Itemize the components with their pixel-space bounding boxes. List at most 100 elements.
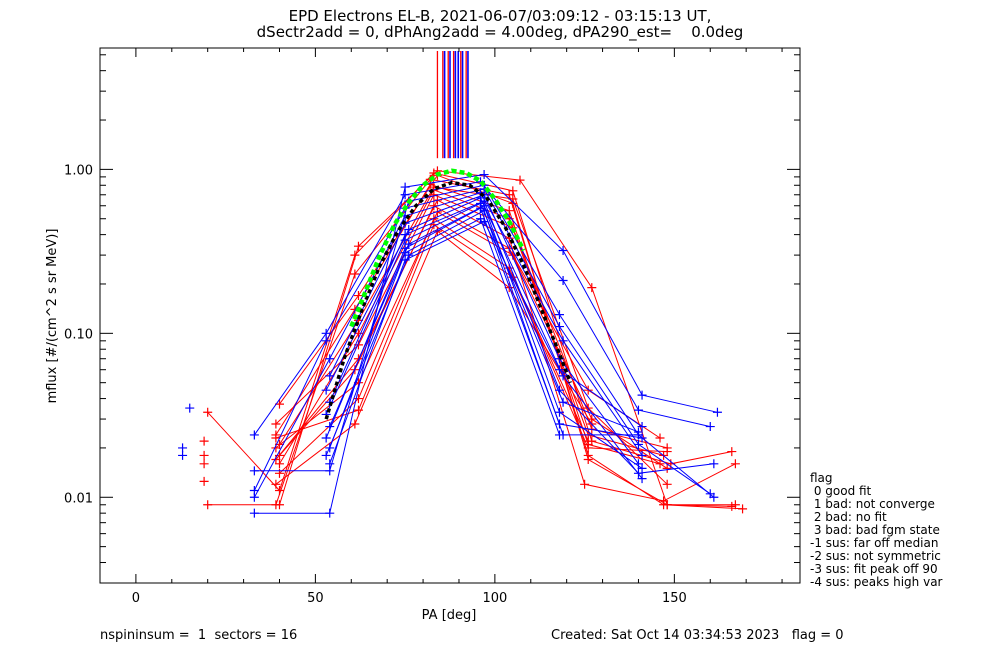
- data-point-marker: [554, 430, 564, 440]
- series-line-red-13: [279, 186, 668, 485]
- x-tick-label: 50: [307, 591, 324, 606]
- data-point-marker: [249, 492, 259, 502]
- median-curve: [324, 180, 572, 420]
- data-point-marker: [705, 422, 715, 432]
- data-point-marker: [271, 419, 281, 429]
- y-tick-label: 0.10: [64, 327, 93, 342]
- data-point-marker: [738, 504, 748, 514]
- data-point-marker: [637, 463, 647, 473]
- data-point-marker: [271, 433, 281, 443]
- data-point-marker: [274, 450, 284, 460]
- data-point-marker: [659, 496, 669, 506]
- data-point-marker: [633, 439, 643, 449]
- series-line-blue-24: [325, 207, 643, 439]
- data-point-marker: [515, 175, 525, 185]
- data-point-marker: [558, 246, 568, 256]
- data-point-marker: [633, 430, 643, 440]
- data-point-marker: [583, 443, 593, 453]
- data-point-marker: [558, 397, 568, 407]
- legend-item: 2 bad: no fit: [810, 510, 887, 524]
- footer-created-info: Created: Sat Oct 14 03:34:53 2023 flag =…: [551, 628, 844, 643]
- data-point-marker: [554, 407, 564, 417]
- series-line-red-11: [275, 223, 668, 453]
- data-point-marker: [554, 310, 564, 320]
- data-point-marker: [637, 474, 647, 484]
- data-point-marker: [249, 430, 259, 440]
- data-point-marker: [558, 336, 568, 346]
- data-point-marker: [199, 436, 209, 446]
- data-point-marker: [350, 250, 360, 260]
- data-point-marker: [353, 394, 363, 404]
- legend-item: 0 good fit: [810, 484, 872, 498]
- data-point-marker: [353, 405, 363, 415]
- data-point-marker: [271, 479, 281, 489]
- data-point-marker: [203, 407, 213, 417]
- data-point-marker: [353, 241, 363, 251]
- data-point-marker: [583, 454, 593, 464]
- legend-item: -3 sus: fit peak off 90: [810, 562, 938, 576]
- series-line-red-0: [207, 170, 736, 506]
- x-tick-label: 150: [662, 591, 687, 606]
- data-point-marker: [554, 365, 564, 375]
- data-point-marker: [325, 371, 335, 381]
- data-point-marker: [249, 508, 259, 518]
- data-point-marker: [709, 459, 719, 469]
- data-point-marker: [730, 459, 740, 469]
- data-point-marker: [633, 468, 643, 478]
- data-point-marker: [271, 500, 281, 510]
- data-point-marker: [655, 433, 665, 443]
- data-point-marker: [583, 385, 593, 395]
- data-point-marker: [727, 447, 737, 457]
- y-axis-label: mflux [#/(cm^2 s sr MeV)]: [45, 229, 60, 404]
- data-point-marker: [504, 206, 514, 216]
- data-point-marker: [637, 450, 647, 460]
- data-point-marker: [662, 447, 672, 457]
- legend-title: flag: [810, 471, 833, 485]
- data-point-marker: [400, 190, 410, 200]
- x-tick-label: 0: [132, 591, 140, 606]
- data-point-marker: [404, 224, 414, 234]
- y-tick-label: 0.01: [64, 491, 93, 506]
- data-point-marker: [178, 443, 188, 453]
- data-point-marker: [178, 450, 188, 460]
- plot-frame: [99, 47, 801, 584]
- data-point-marker: [637, 390, 647, 400]
- data-point-marker: [400, 255, 410, 265]
- data-point-marker: [705, 489, 715, 499]
- data-point-marker: [479, 217, 489, 227]
- data-point-marker: [321, 336, 331, 346]
- series-line-red-6: [275, 194, 668, 449]
- data-point-marker: [558, 276, 568, 286]
- legend-item: 3 bad: bad fgm state: [810, 523, 940, 537]
- data-point-marker: [350, 419, 360, 429]
- data-point-marker: [400, 182, 410, 192]
- data-point-marker: [199, 450, 209, 460]
- data-point-marker: [325, 354, 335, 364]
- x-axis-label: PA [deg]: [422, 608, 477, 623]
- data-point-marker: [353, 291, 363, 301]
- data-point-marker: [662, 463, 672, 473]
- chart-title-line2: dSectr2add = 0, dPhAng2add = 4.00deg, dP…: [256, 23, 744, 41]
- data-point-marker: [727, 501, 737, 511]
- footer-spin-info: nspininsum = 1 sectors = 16: [100, 628, 298, 643]
- legend-item: -4 sus: peaks high var: [810, 575, 943, 589]
- legend-item: -1 sus: far off median: [810, 536, 939, 550]
- data-point-marker: [587, 283, 597, 293]
- data-point-marker: [350, 269, 360, 279]
- legend-item: -2 sus: not symmetric: [810, 549, 941, 563]
- data-point-marker: [712, 407, 722, 417]
- data-point-marker: [637, 422, 647, 432]
- legend-item: 1 bad: not converge: [810, 497, 935, 511]
- data-point-marker: [554, 322, 564, 332]
- x-tick-label: 100: [482, 591, 507, 606]
- data-point-marker: [325, 459, 335, 469]
- chart-title-line1: EPD Electrons EL-B, 2021-06-07/03:09:12 …: [288, 7, 712, 25]
- series-line-blue-26: [325, 217, 560, 456]
- data-point-marker: [199, 476, 209, 486]
- data-point-marker: [662, 479, 672, 489]
- data-point-marker: [199, 459, 209, 469]
- data-point-marker: [479, 170, 489, 180]
- data-point-marker: [580, 479, 590, 489]
- series-line-red-4: [275, 183, 661, 465]
